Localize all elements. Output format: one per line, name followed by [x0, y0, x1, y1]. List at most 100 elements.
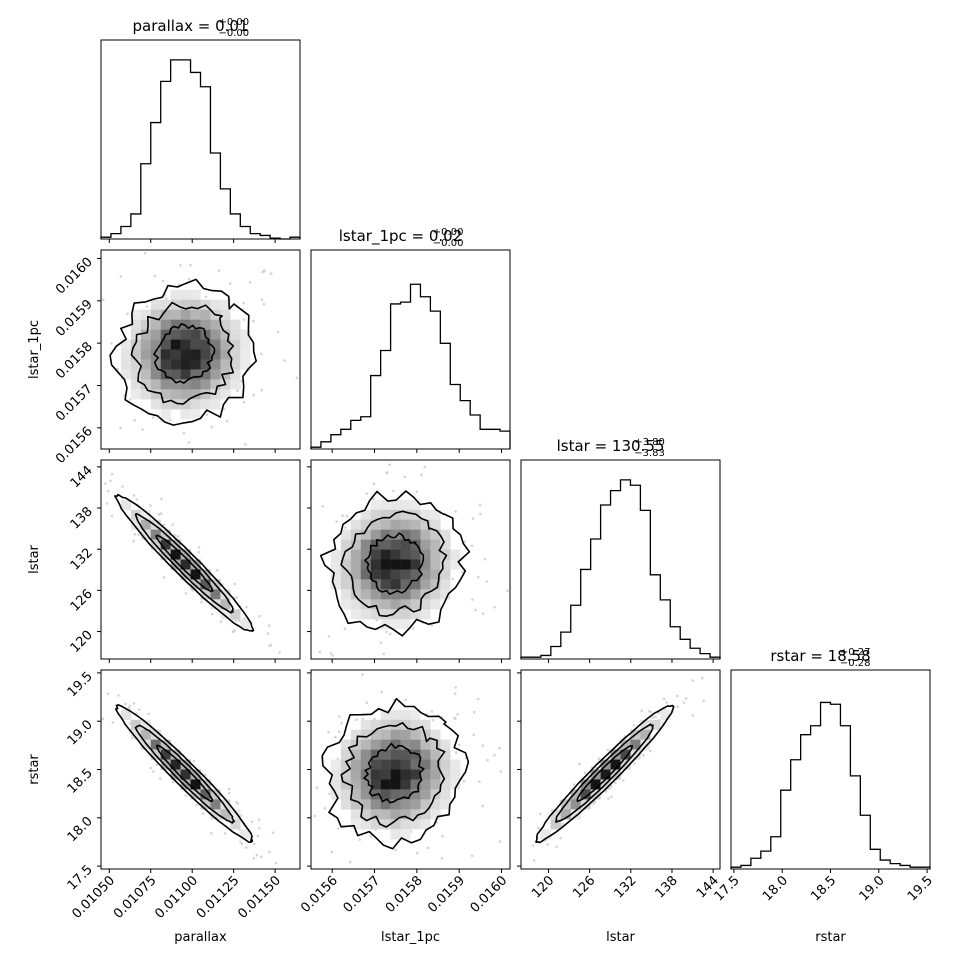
density-cell [420, 749, 431, 760]
sample-point [454, 510, 458, 513]
sample-point [132, 494, 136, 497]
sample-point [355, 718, 358, 722]
density-cell [380, 709, 391, 720]
density-cell [330, 549, 342, 560]
contour-level-2 [134, 724, 235, 824]
sample-point [159, 777, 162, 780]
density-cell [360, 769, 371, 780]
density-cell [150, 309, 161, 320]
density-cell [220, 389, 231, 400]
density-cell [230, 379, 241, 390]
density-cell [420, 509, 431, 520]
density-cell [630, 739, 641, 750]
sample-point [318, 650, 322, 653]
density-cell [200, 399, 211, 410]
density-cell [130, 349, 141, 360]
density-cell [180, 769, 191, 780]
density-cell [410, 729, 421, 740]
sample-point [481, 744, 485, 747]
sample-point [165, 297, 168, 300]
density-cell [340, 599, 351, 610]
density-cell [360, 799, 371, 810]
sample-point [365, 701, 369, 704]
density-cell [390, 549, 401, 560]
contour-level-3 [364, 532, 425, 595]
density-cell [210, 399, 221, 410]
density-cell [410, 499, 421, 510]
density-cell [360, 719, 371, 730]
density-cell [350, 749, 361, 760]
density-cell [370, 589, 381, 600]
density-cell [420, 599, 431, 610]
density-cell [130, 309, 141, 320]
density-cell [200, 319, 211, 330]
density-cell [370, 549, 381, 560]
y-tick-label: 0.0158 [53, 339, 96, 382]
density-cell [150, 299, 161, 310]
sample-point [124, 702, 127, 706]
sample-point [283, 359, 286, 362]
density-cell [390, 769, 401, 780]
sample-point [182, 432, 186, 435]
x-axis-label-parallax: parallax [174, 930, 227, 945]
sample-point [592, 802, 595, 806]
sample-point [233, 582, 237, 586]
density-cell [190, 329, 201, 340]
sample-point [472, 710, 476, 714]
density-cell [140, 509, 151, 520]
density-cell [340, 799, 351, 810]
density-cell [360, 809, 371, 820]
sample-point [244, 443, 247, 446]
x-tick-label: 0.01150 [235, 873, 284, 922]
density-cell [380, 589, 391, 600]
density-cell [330, 779, 342, 790]
density-cell [220, 309, 231, 320]
density-cell [210, 299, 221, 310]
density-cell [620, 749, 631, 760]
density-cell [170, 289, 181, 300]
density-cell [380, 519, 391, 530]
density-cell [210, 809, 221, 820]
density-cell [430, 559, 441, 570]
density-cell [180, 339, 191, 350]
density-cell [180, 309, 191, 320]
title-minus: −3.83 [634, 448, 665, 459]
x-axis-label-lstar_1pc: lstar_1pc [381, 930, 440, 945]
sample-point [234, 619, 238, 623]
density-cell [120, 339, 132, 350]
density-cell [410, 759, 421, 770]
density-cell [440, 779, 451, 790]
sample-point [327, 635, 331, 638]
density-cell [400, 599, 411, 610]
density-cell [190, 299, 201, 310]
sample-point [614, 781, 617, 785]
density-cell [410, 589, 421, 600]
density-cell [340, 539, 351, 550]
sample-point [223, 832, 227, 835]
sample-point [274, 861, 278, 865]
sample-point [633, 762, 636, 766]
x-axis-label-lstar: lstar [606, 930, 635, 945]
density-cell [140, 339, 151, 350]
y-tick-label: 132 [68, 545, 96, 573]
density-cell [170, 319, 181, 330]
title-plus: +0.00 [219, 17, 250, 28]
contour-level-1 [109, 278, 257, 426]
sample-point [321, 505, 325, 508]
density-cell [360, 519, 371, 530]
sample-point [499, 770, 503, 773]
sample-point [430, 624, 434, 627]
title-plus: +0.00 [433, 227, 464, 238]
density-cell [370, 539, 381, 550]
density-cell [150, 389, 161, 400]
density-cell [370, 559, 381, 570]
sample-point [329, 651, 333, 655]
sample-point [245, 846, 248, 849]
sample-point [210, 425, 213, 429]
density-cell [380, 799, 391, 810]
density-cell [370, 569, 381, 580]
density-cell [610, 749, 621, 760]
density-cell [420, 789, 431, 800]
sample-point [191, 589, 194, 592]
density-cell [410, 789, 421, 800]
